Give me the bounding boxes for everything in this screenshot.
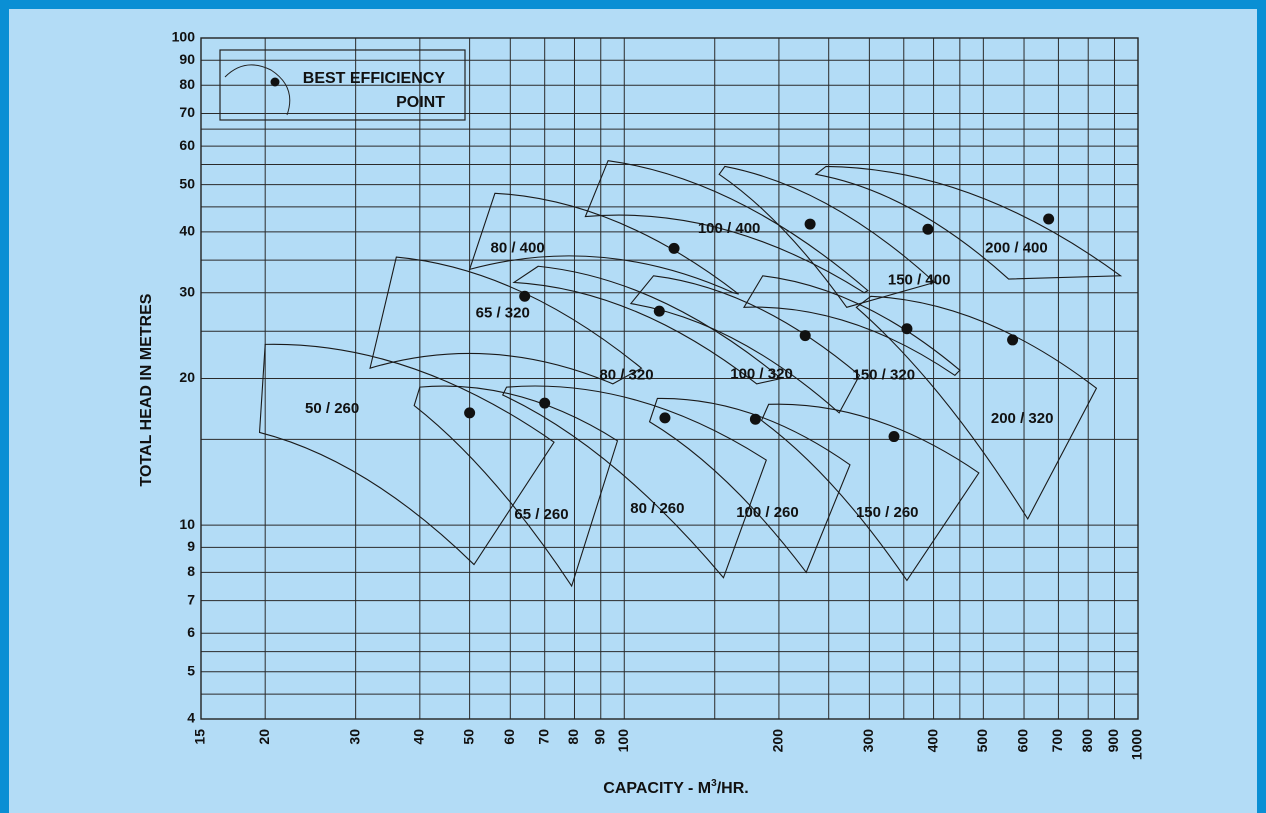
x-axis-title: CAPACITY - M3/HR. [603, 778, 748, 797]
x-tick-label: 900 [1105, 729, 1121, 753]
envelope-65-260 [413, 385, 619, 588]
x-tick-label: 1000 [1129, 729, 1145, 760]
plot-area-border [200, 37, 1139, 720]
envelope-100-260 [648, 397, 851, 574]
x-tick-label: 100 [615, 729, 631, 753]
y-tick-labels: 4 5 6 7 8 9 10 20 30 40 50 60 70 80 90 100 [172, 29, 196, 726]
y-tick-label: 20 [179, 369, 195, 385]
x-tick-label: 400 [924, 729, 940, 753]
envelope-80-320 [512, 265, 783, 385]
y-tick-label: 7 [187, 591, 195, 607]
y-tick-label: 100 [172, 29, 196, 45]
bep-point-100-400 [804, 218, 816, 230]
grid [200, 37, 1139, 720]
x-tick-label: 30 [346, 729, 362, 745]
x-tick-label: 500 [974, 729, 990, 753]
x-tick-labels: 15 20 30 40 50 60 70 80 90 100 200 300 400 500 600 700 8… [192, 729, 1145, 760]
x-tick-label: 80 [565, 729, 581, 745]
x-tick-label: 600 [1015, 729, 1031, 753]
x-tick-label: 70 [535, 729, 551, 745]
x-tick-label: 60 [501, 729, 517, 745]
legend-label-line1: BEST EFFICIENCY [303, 70, 446, 87]
envelope-100-400 [584, 160, 869, 294]
y-tick-label: 6 [187, 624, 195, 640]
pump-label-100-400: 100 / 400 [698, 220, 761, 237]
x-axis-title-main: CAPACITY - M [603, 780, 711, 797]
x-tick-label: 20 [256, 729, 272, 745]
legend: BEST EFFICIENCY POINT [219, 49, 466, 121]
pump-labels: 50 / 260 65 / 260 80 / 260 100 / 260 150 / 2… [305, 220, 1053, 523]
x-tick-label: 40 [411, 729, 427, 745]
legend-box [219, 49, 466, 121]
y-tick-label: 90 [179, 51, 195, 67]
bep-point-50-260 [464, 407, 476, 419]
bep-point-65-320 [519, 290, 531, 302]
bep-point-80-400 [668, 242, 680, 254]
pump-label-200-320: 200 / 320 [991, 410, 1054, 427]
x-tick-label: 50 [460, 729, 476, 745]
x-tick-label: 90 [591, 729, 607, 745]
pump-selection-chart: 50 / 260 65 / 260 80 / 260 100 / 260 150 / 2… [138, 29, 1145, 797]
y-tick-label: 8 [187, 563, 195, 579]
pump-label-200-400: 200 / 400 [985, 239, 1048, 256]
pump-label-80-320: 80 / 320 [599, 366, 653, 383]
legend-label-line2: POINT [396, 94, 445, 111]
bep-point-150-400 [922, 223, 934, 235]
pump-envelopes [258, 160, 1123, 588]
y-tick-label: 40 [179, 223, 195, 239]
x-axis-title-end: /HR. [717, 780, 749, 797]
legend-curve-icon [224, 64, 291, 116]
pump-label-80-260: 80 / 260 [630, 500, 684, 517]
envelope-150-260 [760, 403, 980, 582]
y-tick-label: 5 [187, 662, 195, 678]
chart-frame: 50 / 260 65 / 260 80 / 260 100 / 260 150 / 2… [9, 9, 1257, 813]
envelope-200-400 [814, 165, 1123, 280]
y-tick-label: 30 [179, 283, 195, 299]
pump-label-50-260: 50 / 260 [305, 400, 359, 417]
x-axis-title-sup: 3 [711, 778, 717, 789]
envelope-80-400 [468, 192, 740, 295]
y-tick-label: 10 [179, 516, 195, 532]
pump-label-80-400: 80 / 400 [491, 239, 545, 256]
pump-label-65-320: 65 / 320 [476, 304, 530, 321]
envelope-200-320 [855, 295, 1098, 520]
y-tick-label: 50 [179, 175, 195, 191]
bep-point-150-320 [901, 323, 913, 335]
bep-point-100-320 [799, 330, 811, 342]
envelope-80-260 [501, 385, 767, 579]
pump-label-150-260: 150 / 260 [856, 504, 919, 521]
x-tick-label: 300 [860, 729, 876, 753]
x-tick-label: 800 [1079, 729, 1095, 753]
bep-point-65-260 [539, 397, 551, 409]
x-tick-label: 700 [1049, 729, 1065, 753]
y-tick-label: 70 [179, 104, 195, 120]
bep-point-80-260 [659, 412, 671, 424]
envelope-50-260 [258, 343, 555, 566]
bep-point-150-260 [888, 431, 900, 443]
bep-point-100-260 [749, 413, 761, 425]
envelope-150-400 [718, 165, 936, 308]
best-efficiency-points [464, 213, 1055, 443]
y-tick-label: 4 [187, 710, 195, 726]
pump-label-100-260: 100 / 260 [736, 504, 799, 521]
x-tick-label: 200 [770, 729, 786, 753]
bep-point-200-400 [1043, 213, 1055, 225]
pump-label-65-260: 65 / 260 [514, 506, 568, 523]
x-tick-label: 15 [192, 729, 208, 745]
pump-label-150-400: 150 / 400 [888, 271, 951, 288]
y-tick-label: 60 [179, 137, 195, 153]
pump-label-150-320: 150 / 320 [852, 366, 915, 383]
pump-label-100-320: 100 / 320 [730, 365, 793, 382]
envelope-65-320 [369, 256, 643, 385]
legend-point-icon [270, 77, 280, 87]
bep-point-80-320 [653, 305, 665, 317]
y-tick-label: 9 [187, 538, 195, 554]
bep-point-200-320 [1007, 334, 1019, 346]
envelope-100-320 [629, 275, 861, 414]
y-tick-label: 80 [179, 76, 195, 92]
envelope-150-320 [742, 275, 961, 377]
y-axis-title: TOTAL HEAD IN METRES [138, 293, 155, 486]
